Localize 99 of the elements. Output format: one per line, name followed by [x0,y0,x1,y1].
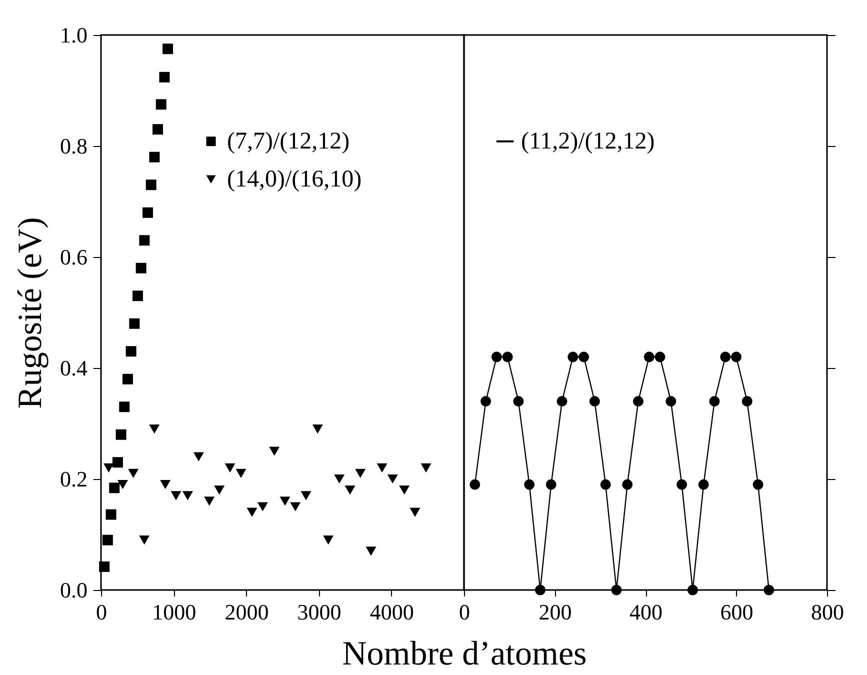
point [366,546,376,556]
x-tick-label: 800 [811,600,844,624]
point [568,352,578,362]
x-tick-label: 600 [720,600,754,624]
point [355,468,366,478]
point [146,180,156,190]
point [257,502,268,512]
x-tick-label: 0 [459,600,470,624]
point [193,452,204,462]
point [344,486,356,495]
y-tick-label: 0.8 [60,134,88,158]
point [300,491,312,500]
point [152,124,164,135]
point [524,479,535,490]
y-tick-label: 0.0 [60,578,88,602]
point [162,44,174,54]
point [126,346,136,357]
point [156,99,166,110]
point [600,479,611,490]
point [290,502,301,512]
point [611,584,622,596]
point [764,584,774,596]
x-tick-label: 0 [96,600,107,624]
point [119,402,130,412]
point [246,508,258,517]
point [698,479,709,490]
point [387,474,398,484]
y-axis-title: Rugosité (eV) [12,217,49,409]
point [142,207,153,218]
point [128,468,139,478]
x-tick-label: 3000 [297,600,342,624]
point [480,396,492,407]
point [280,496,290,506]
point [236,468,246,478]
point [136,262,146,274]
point [410,508,420,517]
point [752,479,764,490]
point [334,474,345,484]
x-axis-title: Nombre d’atomes [342,636,587,672]
point [376,463,388,472]
point [204,496,215,506]
point [491,352,502,362]
point [632,396,644,407]
x-tick-label: 1000 [152,600,196,624]
point [578,352,590,362]
point [106,509,116,520]
point [502,352,513,362]
point [102,534,113,546]
point [149,424,160,434]
point [513,396,524,407]
x-tick-label: 200 [538,600,572,624]
point [687,584,698,596]
point [654,352,666,362]
point [742,396,752,407]
point [109,482,120,494]
x-tick-label: 4000 [370,600,414,624]
point [644,352,654,362]
point [622,479,633,490]
point [720,352,731,362]
point [323,536,334,545]
legend-label: (7,7)/(12,12) [227,128,350,154]
point [731,352,742,362]
point [546,479,556,490]
point [420,463,432,472]
y-tick-label: 1.0 [60,22,88,48]
point [534,584,546,596]
point [269,446,280,456]
point [170,491,182,500]
point [139,536,150,545]
point [117,480,128,490]
point [182,491,193,500]
point [224,463,236,472]
point [160,480,171,490]
point [122,374,133,384]
x-tick-label: 2000 [224,600,269,624]
legend-label: (14,0)/(16,10) [227,166,362,192]
point [709,396,720,407]
y-tick-label: 0.6 [60,244,88,270]
y-tick-label: 0.2 [60,466,88,492]
point [149,152,160,162]
point [556,396,568,407]
y-tick-label: 0.4 [60,356,88,380]
point [470,479,480,490]
point [103,463,114,472]
point [99,561,110,572]
point [159,72,170,82]
point [312,424,323,434]
point [666,396,676,407]
point [132,290,143,302]
point [399,486,410,495]
legend-label: (11,2)/(12,12) [521,128,655,154]
point [112,457,123,468]
point [116,429,126,440]
point [589,396,600,407]
point [214,486,225,495]
point [139,235,150,246]
x-tick-label: 400 [630,600,662,624]
point [129,318,140,329]
point [676,479,688,490]
